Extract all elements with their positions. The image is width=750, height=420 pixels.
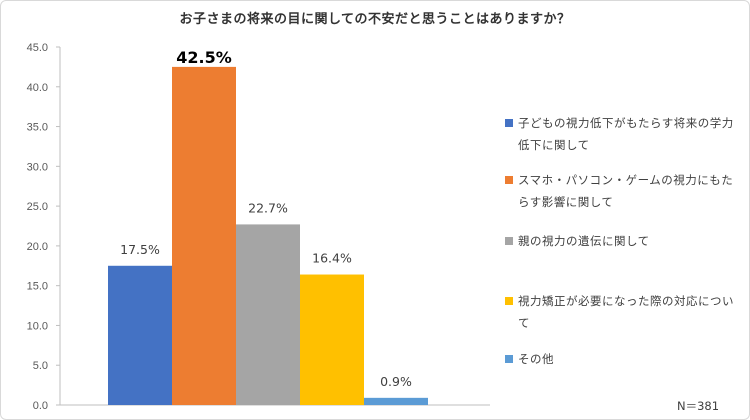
legend-label-2: スマホ・パソコン・ゲームの視力にもたらす影響に関して [518, 173, 734, 209]
legend-label-4: 視力矯正が必要になった際の対応について [518, 294, 734, 330]
y-tick-label: 20.0 [27, 241, 48, 253]
legend-swatch-4 [505, 297, 513, 305]
bar-3 [236, 224, 300, 405]
data-label-5: 0.9% [380, 374, 412, 389]
y-tick-label: 25.0 [27, 201, 48, 213]
legend-swatch-1 [505, 119, 513, 127]
y-tick-label: 35.0 [27, 122, 48, 134]
legend-label-5: その他 [518, 352, 554, 366]
bar-1 [108, 265, 172, 405]
y-tick-label: 30.0 [27, 161, 48, 173]
sample-size-label: N＝381 [677, 399, 720, 413]
legend-swatch-5 [505, 355, 513, 363]
y-tick-label: 0.0 [33, 400, 48, 412]
data-label-4: 16.4% [312, 251, 352, 266]
y-tick-label: 10.0 [27, 320, 48, 332]
bar-2 [172, 66, 236, 405]
data-label-3: 22.7% [248, 200, 288, 215]
bar-5 [364, 397, 428, 405]
chart-title: お子さまの将来の目に関しての不安だと思うことはありますか？ [179, 12, 571, 27]
y-tick-label: 40.0 [27, 82, 48, 94]
y-tick-label: 45.0 [27, 42, 48, 54]
y-tick-label: 5.0 [33, 360, 48, 372]
legend-swatch-3 [505, 237, 513, 245]
data-label-2: 42.5% [176, 48, 232, 67]
data-label-1: 17.5% [120, 242, 160, 257]
bar-4 [300, 274, 364, 405]
legend-label-3: 親の視力の遺伝に関して [518, 234, 650, 248]
legend-swatch-2 [505, 176, 513, 184]
legend-label-1: 子どもの視力低下がもたらす将来の学力低下に関して [518, 116, 734, 152]
y-tick-label: 15.0 [27, 281, 48, 293]
